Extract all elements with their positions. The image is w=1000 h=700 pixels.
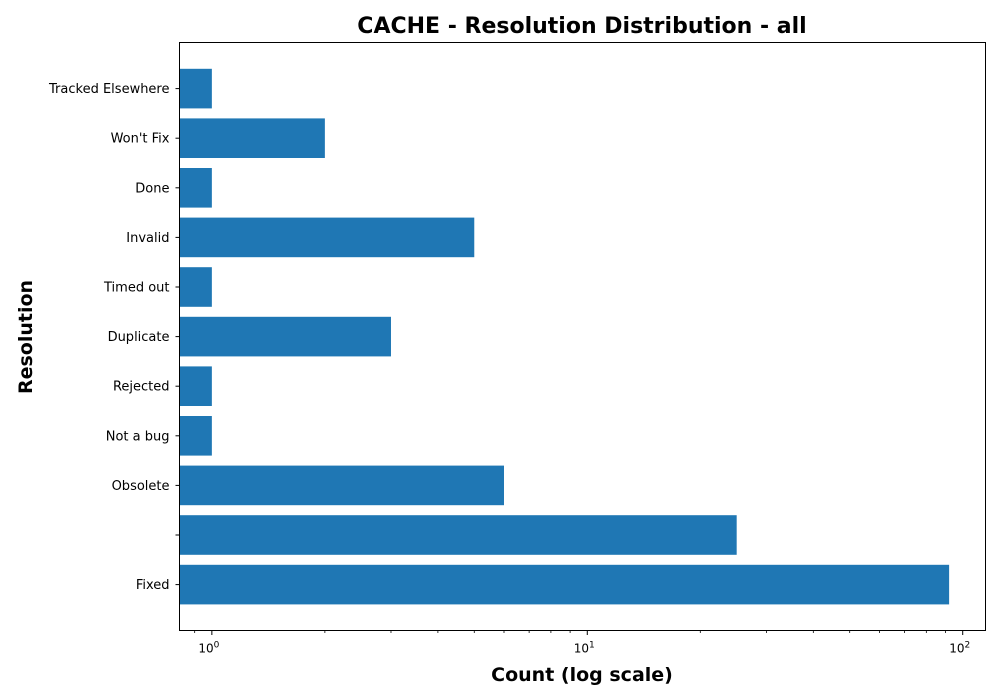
y-tick-label: Obsolete bbox=[112, 479, 170, 494]
y-tick-label: Invalid bbox=[126, 231, 169, 246]
y-tick-label: Rejected bbox=[113, 380, 170, 395]
bar bbox=[179, 465, 504, 506]
bar bbox=[179, 168, 212, 208]
y-tick-label: Tracked Elsewhere bbox=[48, 82, 169, 97]
y-tick-label: Won't Fix bbox=[111, 132, 170, 147]
x-tick-label: 101 bbox=[574, 641, 595, 656]
x-tick-label: 102 bbox=[949, 641, 970, 656]
y-tick-label: Done bbox=[135, 181, 169, 196]
y-tick-label: Fixed bbox=[136, 578, 170, 593]
y-tick-label: Duplicate bbox=[108, 330, 170, 345]
y-axis-ticks: Fixed Obsolete Not a bug Rejected Duplicate T… bbox=[48, 82, 180, 593]
bar bbox=[179, 515, 737, 555]
y-axis-label: Resolution bbox=[15, 280, 37, 394]
y-tick-label: Timed out bbox=[103, 281, 170, 296]
bar bbox=[179, 416, 212, 456]
plot-frame bbox=[179, 42, 986, 631]
bar bbox=[179, 68, 212, 109]
bar bbox=[179, 366, 212, 406]
x-axis-label: Count (log scale) bbox=[491, 664, 673, 686]
chart-title: CACHE - Resolution Distribution - all bbox=[357, 14, 806, 39]
x-tick-label: 100 bbox=[198, 641, 219, 656]
x-axis-ticks: 100 101 102 bbox=[194, 630, 970, 656]
bar bbox=[179, 564, 950, 605]
bar bbox=[179, 217, 475, 258]
bars-group bbox=[179, 68, 950, 605]
bar bbox=[179, 267, 212, 307]
bar bbox=[179, 118, 325, 158]
y-tick-label: Not a bug bbox=[106, 429, 170, 444]
bar bbox=[179, 316, 391, 357]
